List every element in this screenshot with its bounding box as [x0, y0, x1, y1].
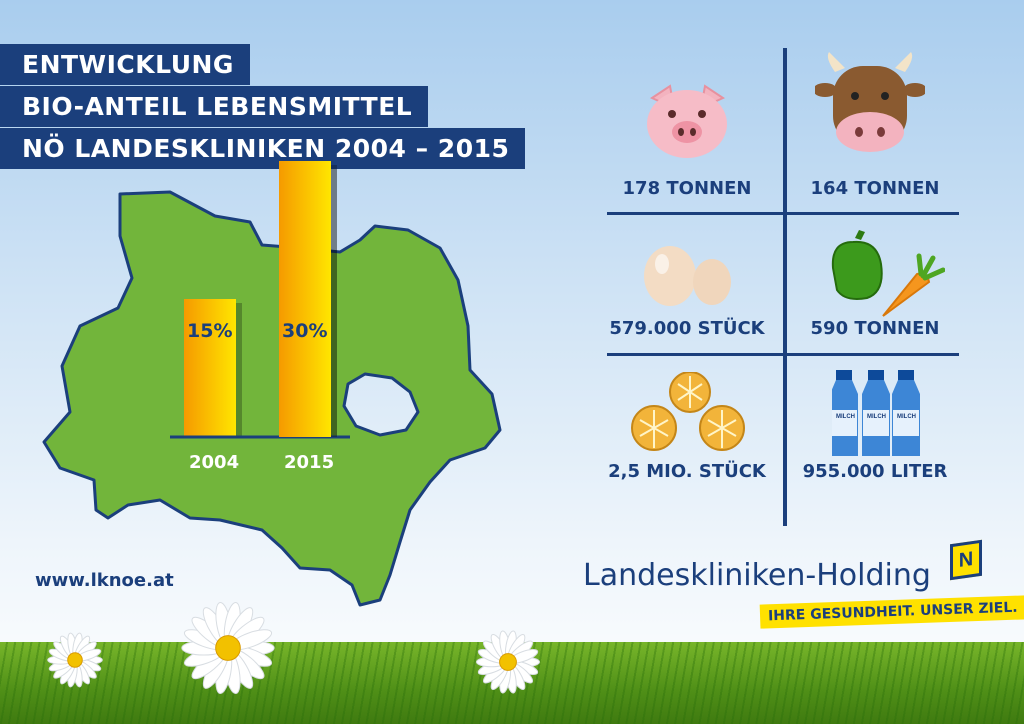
daisy-flower: [181, 601, 275, 695]
daisy-flower: [47, 632, 103, 688]
stat-milk: 955.000 LITER: [802, 461, 948, 482]
eggs-icon: [644, 246, 731, 306]
stat-bread-rolls: 2,5 MIO. STÜCK: [608, 461, 766, 482]
website-link[interactable]: www.lknoe.at: [35, 570, 174, 591]
stat-beef: 164 TONNEN: [810, 178, 940, 199]
brand-name: Landeskliniken-Holding: [583, 558, 931, 593]
grid-divider-1: [607, 212, 959, 215]
pig-icon: [647, 84, 727, 158]
bar-2015: [279, 161, 331, 437]
grid-divider-2: [607, 353, 959, 356]
cow-icon: [815, 52, 925, 152]
bread-rolls-icon: [631, 372, 745, 451]
milk-label-3: MILCH: [897, 414, 916, 420]
milk-label-1: MILCH: [836, 414, 855, 420]
title-line-3: NÖ LANDESKLINIKEN 2004 – 2015: [0, 128, 526, 169]
lower-austria-map: [42, 190, 502, 607]
vegetables-icon: [831, 230, 945, 317]
bar-2004: [184, 299, 236, 437]
milk-bottles-icon: [832, 370, 920, 456]
grid-vertical-divider: [783, 48, 787, 526]
title-line-2: BIO-ANTEIL LEBENSMITTEL: [0, 86, 429, 127]
daisy-decoration: [47, 601, 540, 695]
bar-value-label-2004: 15%: [187, 320, 233, 342]
brand-logo: N: [950, 539, 982, 581]
stat-eggs: 579.000 STÜCK: [609, 318, 765, 339]
bar-chart: [42, 161, 502, 607]
milk-label-2: MILCH: [867, 414, 886, 420]
stat-vegetables: 590 TONNEN: [810, 318, 940, 339]
x-tick-label-2004: 2004: [189, 452, 240, 473]
bar-value-label-2015: 30%: [282, 320, 328, 342]
daisy-flower: [476, 630, 540, 694]
title-line-1: ENTWICKLUNG: [0, 44, 250, 85]
x-tick-label-2015: 2015: [284, 452, 335, 473]
stat-pork: 178 TONNEN: [622, 178, 752, 199]
